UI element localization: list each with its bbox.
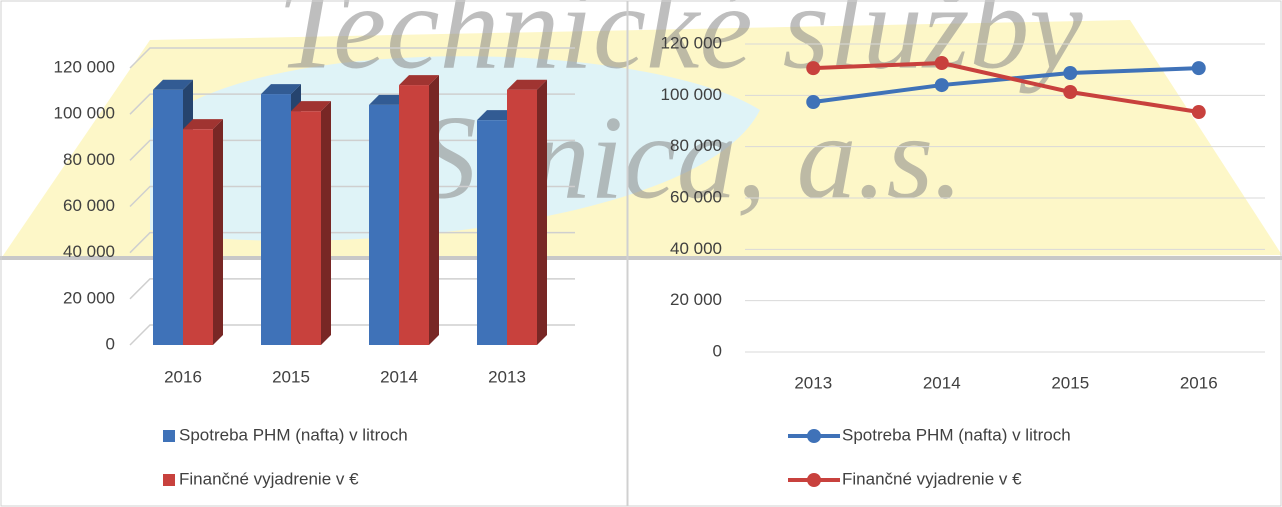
legend-marker bbox=[807, 473, 821, 487]
legend-marker bbox=[163, 430, 175, 442]
y-tick-label: 60 000 bbox=[670, 187, 722, 206]
marker bbox=[1063, 66, 1078, 81]
legend-marker bbox=[163, 474, 175, 486]
x-tick-label: 2013 bbox=[794, 373, 832, 392]
bar bbox=[183, 129, 213, 345]
bar-top bbox=[261, 84, 301, 95]
bar bbox=[153, 89, 183, 345]
marker bbox=[1063, 84, 1078, 99]
bar bbox=[369, 104, 399, 345]
line bbox=[813, 60, 1200, 114]
bar-side bbox=[213, 119, 223, 345]
y-tick-label: 120 000 bbox=[54, 57, 115, 76]
marker bbox=[806, 95, 821, 110]
legend-label: Finančné vyjadrenie v € bbox=[842, 469, 1022, 488]
bar bbox=[399, 85, 429, 345]
bar-top bbox=[291, 101, 331, 112]
x-tick-label: 2014 bbox=[380, 367, 418, 386]
chart-border bbox=[0, 0, 628, 507]
y-tick-label: 0 bbox=[713, 341, 722, 360]
legend-marker bbox=[807, 429, 821, 443]
bar-side bbox=[429, 75, 439, 345]
bar-top bbox=[153, 79, 193, 90]
x-tick-label: 2013 bbox=[488, 367, 526, 386]
x-tick-label: 2014 bbox=[923, 373, 961, 392]
bar bbox=[477, 120, 507, 345]
legend-label: Spotreba PHM (nafta) v litroch bbox=[842, 425, 1071, 444]
y-tick-label: 0 bbox=[106, 334, 115, 353]
bar-top bbox=[183, 119, 223, 130]
legend-label: Spotreba PHM (nafta) v litroch bbox=[179, 425, 408, 444]
bar bbox=[291, 111, 321, 345]
y-tick-label: 40 000 bbox=[670, 239, 722, 258]
y-tick-label: 20 000 bbox=[670, 290, 722, 309]
marker bbox=[1191, 61, 1206, 76]
bar-side bbox=[321, 101, 331, 345]
legend-label: Finančné vyjadrenie v € bbox=[179, 469, 359, 488]
y-tick-label: 80 000 bbox=[670, 136, 722, 155]
bar bbox=[507, 89, 537, 345]
x-tick-label: 2016 bbox=[164, 367, 202, 386]
y-tick-label: 100 000 bbox=[54, 104, 115, 123]
bar bbox=[261, 94, 291, 345]
x-tick-label: 2015 bbox=[1051, 373, 1089, 392]
y-tick-label: 60 000 bbox=[63, 196, 115, 215]
grid-line bbox=[129, 47, 575, 69]
x-tick-label: 2015 bbox=[272, 367, 310, 386]
bar-side bbox=[537, 79, 547, 345]
marker bbox=[934, 78, 949, 93]
x-tick-label: 2016 bbox=[1180, 373, 1218, 392]
bar-top bbox=[507, 79, 547, 90]
y-tick-label: 40 000 bbox=[63, 242, 115, 261]
chart-border bbox=[627, 0, 1282, 507]
marker bbox=[1191, 105, 1206, 120]
y-tick-label: 80 000 bbox=[63, 150, 115, 169]
y-tick-label: 100 000 bbox=[661, 85, 722, 104]
y-tick-label: 20 000 bbox=[63, 288, 115, 307]
marker bbox=[806, 61, 821, 76]
marker bbox=[934, 55, 949, 70]
bar-top bbox=[399, 75, 439, 86]
y-tick-label: 120 000 bbox=[661, 33, 722, 52]
